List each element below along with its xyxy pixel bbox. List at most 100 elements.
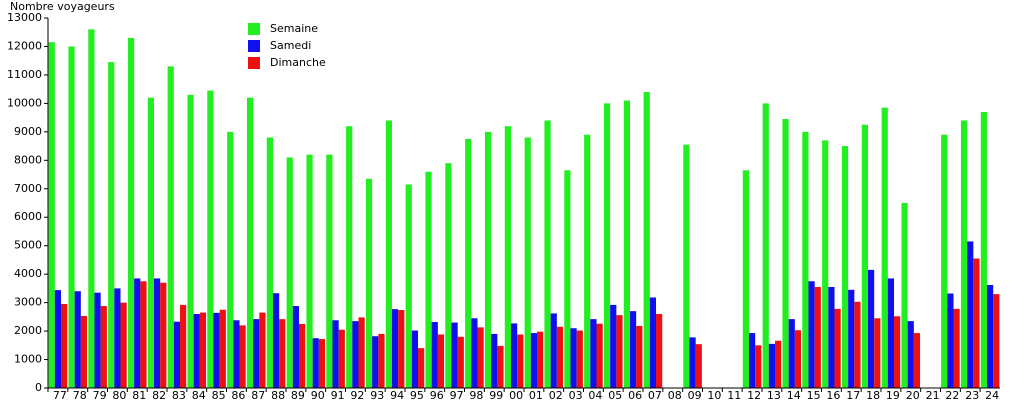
bar [167, 66, 174, 388]
bar [199, 312, 207, 388]
bar [973, 258, 980, 388]
bar [861, 124, 868, 388]
y-tick-label: 6000 [14, 210, 42, 223]
bar [742, 170, 749, 388]
bar [544, 120, 551, 388]
bar [286, 157, 293, 388]
x-tick-label: 99 [489, 389, 503, 400]
legend-swatch [248, 57, 260, 69]
bar [596, 323, 603, 388]
x-tick-label: 24 [985, 389, 999, 400]
bar [874, 318, 881, 388]
legend-swatch [248, 40, 260, 52]
bar [272, 293, 280, 388]
y-tick-label: 4000 [14, 267, 42, 280]
bar [629, 311, 637, 388]
bar [147, 97, 154, 388]
bar [867, 269, 875, 388]
x-tick-label: 02 [549, 389, 563, 400]
x-tick-label: 94 [390, 389, 404, 400]
bar [338, 329, 345, 388]
bar [365, 178, 373, 388]
bar [180, 304, 187, 388]
x-tick-label: 14 [787, 389, 801, 400]
bar [834, 308, 841, 388]
bar [187, 94, 194, 388]
x-tick-label: 81 [132, 389, 146, 400]
y-tick-label: 7000 [14, 182, 42, 195]
bar [173, 321, 181, 388]
bar [841, 146, 849, 388]
bar [437, 334, 445, 388]
bar [207, 90, 214, 389]
bar [134, 278, 141, 388]
x-tick-label: 22 [945, 389, 959, 400]
bar [411, 330, 419, 388]
x-tick-label: 95 [410, 389, 424, 400]
bar [233, 320, 240, 388]
legend-swatch [248, 23, 260, 35]
x-tick-label: 78 [73, 389, 87, 400]
bar [768, 343, 776, 388]
legend-label: Semaine [270, 22, 318, 35]
bar [576, 330, 583, 388]
y-tick-label: 13000 [7, 11, 42, 24]
bar [108, 62, 115, 388]
x-tick-label: 17 [846, 389, 860, 400]
bar [279, 319, 286, 388]
bar [510, 323, 518, 388]
x-tick-label: 07 [648, 389, 662, 400]
y-tick-label: 3000 [14, 296, 42, 309]
bar [346, 126, 353, 389]
bar [61, 304, 68, 388]
bar [986, 284, 994, 388]
bar [537, 331, 544, 388]
x-tick-label: 86 [231, 389, 245, 400]
bar [941, 134, 948, 388]
bar [887, 278, 895, 388]
x-tick-label: 23 [965, 389, 979, 400]
bar [445, 163, 452, 388]
bar [100, 306, 107, 388]
x-tick-label: 03 [569, 389, 583, 400]
bar [491, 333, 498, 388]
bar [993, 294, 1000, 388]
y-tick-label: 5000 [14, 239, 42, 252]
bar [683, 144, 690, 388]
bar [822, 140, 829, 388]
x-tick-label: 15 [807, 389, 821, 400]
bar [239, 325, 246, 388]
x-tick-label: 05 [608, 389, 622, 400]
y-tick-label: 8000 [14, 153, 42, 166]
legend-label: Dimanche [270, 56, 326, 69]
bar [556, 326, 564, 388]
bar [497, 345, 504, 388]
x-tick-label: 85 [212, 389, 226, 400]
bar [471, 318, 478, 388]
y-tick-label: 0 [35, 381, 42, 394]
bar [643, 92, 650, 388]
bar [564, 170, 571, 388]
bar [160, 282, 167, 388]
bar [48, 42, 55, 388]
bar [266, 137, 273, 388]
bar [775, 340, 782, 388]
y-tick-label: 10000 [7, 96, 42, 109]
bar [88, 29, 95, 389]
x-tick-label: 77 [53, 389, 67, 400]
bar [689, 337, 696, 388]
bar [953, 308, 960, 388]
bar [378, 333, 385, 388]
bar [332, 320, 339, 388]
x-tick-label: 20 [906, 389, 920, 400]
x-tick-label: 88 [271, 389, 285, 400]
bar [623, 100, 630, 389]
bar [74, 291, 81, 388]
bar [782, 119, 789, 389]
bar [405, 184, 412, 388]
bar [358, 317, 365, 388]
bar [828, 286, 835, 388]
x-tick-label: 90 [311, 389, 325, 400]
bar [584, 134, 591, 388]
